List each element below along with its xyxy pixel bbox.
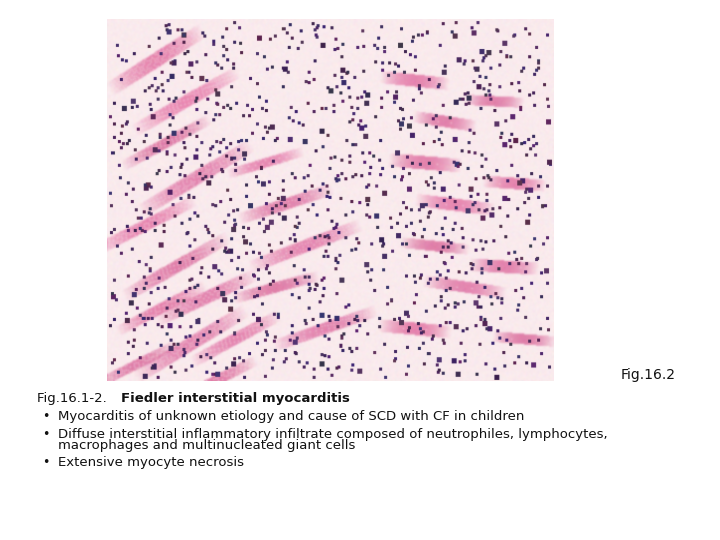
Text: •: •	[42, 428, 49, 441]
Text: Fiedler interstitial myocarditis: Fiedler interstitial myocarditis	[121, 392, 350, 405]
Text: Myocarditis of unknown etiology and cause of SCD with CF in children: Myocarditis of unknown etiology and caus…	[58, 410, 524, 423]
Text: Fig.16.2: Fig.16.2	[621, 368, 675, 382]
Text: •: •	[42, 410, 49, 423]
Text: •: •	[42, 456, 49, 469]
Text: macrophages and multinucleated giant cells: macrophages and multinucleated giant cel…	[58, 439, 355, 452]
Text: Extensive myocyte necrosis: Extensive myocyte necrosis	[58, 456, 243, 469]
Text: Fig.16.1-2.: Fig.16.1-2.	[37, 392, 112, 405]
Text: Diffuse interstitial inflammatory infiltrate composed of neutrophiles, lymphocyt: Diffuse interstitial inflammatory infilt…	[58, 428, 607, 441]
